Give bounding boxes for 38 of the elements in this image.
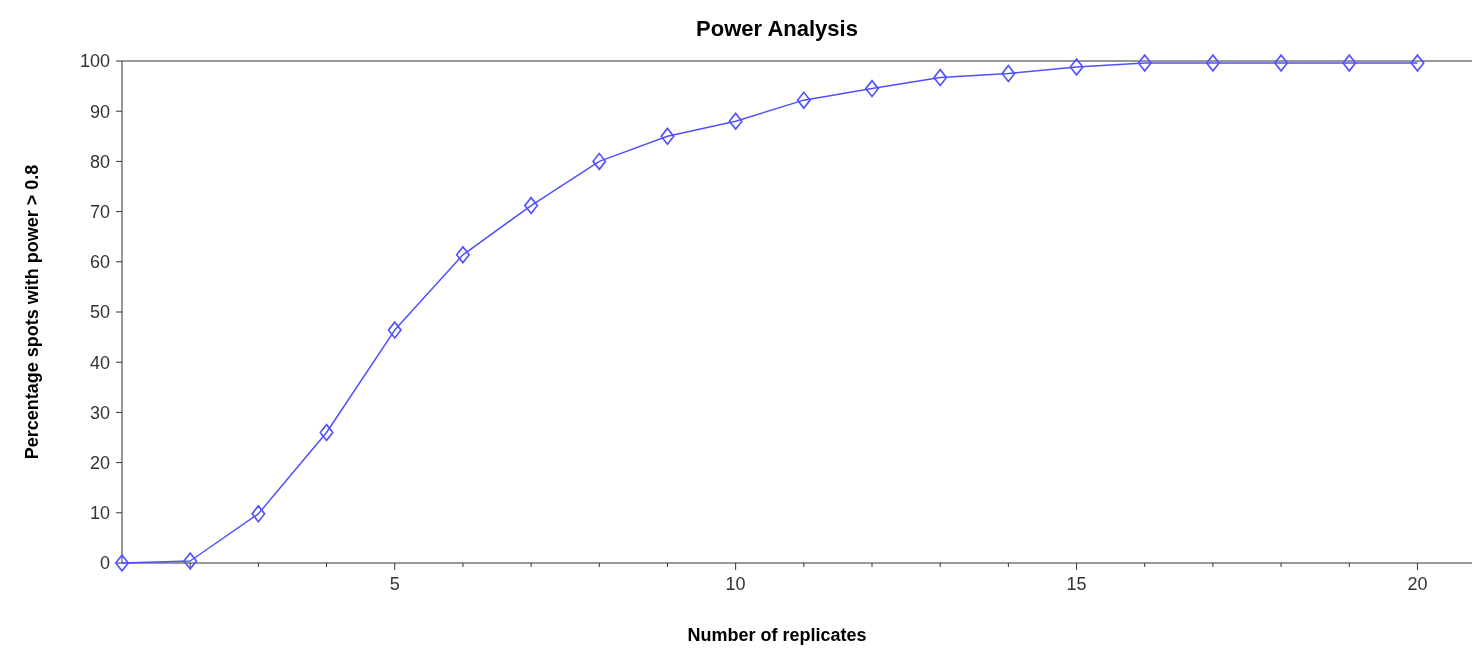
y-tick-label: 50 xyxy=(89,302,110,323)
point xyxy=(592,152,607,171)
point xyxy=(319,423,334,442)
x-tick-label: 5 xyxy=(389,574,400,594)
point xyxy=(728,112,743,130)
point xyxy=(1001,64,1016,83)
point xyxy=(796,91,811,109)
point xyxy=(1137,54,1152,72)
point xyxy=(864,79,880,98)
point xyxy=(660,127,675,145)
y-tick-label: 100 xyxy=(79,51,110,72)
point xyxy=(1205,54,1220,72)
point xyxy=(933,68,948,87)
point xyxy=(524,196,539,215)
x-tick-label: 20 xyxy=(1407,574,1428,594)
point xyxy=(114,554,130,572)
y-tick-label: 90 xyxy=(89,101,110,122)
chart-title: Power Analysis xyxy=(696,16,858,41)
point xyxy=(455,246,470,264)
y-tick-label: 10 xyxy=(89,503,110,524)
point xyxy=(1069,58,1084,76)
y-tick-label: 0 xyxy=(99,553,110,574)
point xyxy=(1410,54,1425,72)
y-tick-label: 20 xyxy=(89,452,110,473)
point xyxy=(183,552,198,570)
point xyxy=(1274,54,1289,72)
point xyxy=(387,321,402,339)
y-tick-label: 80 xyxy=(89,151,110,172)
y-tick-label: 70 xyxy=(89,201,110,222)
x-tick-label: 15 xyxy=(1066,574,1087,594)
y-tick-label: 40 xyxy=(89,352,110,373)
x-axis-title: Number of replicates xyxy=(687,625,867,645)
y-tick-label: 30 xyxy=(89,402,110,423)
y-axis-title: Percentage spots with power > 0.8 xyxy=(22,164,42,460)
point xyxy=(251,505,266,523)
point xyxy=(1342,54,1357,72)
y-tick-label: 60 xyxy=(89,252,110,273)
x-tick-label: 10 xyxy=(725,574,746,594)
